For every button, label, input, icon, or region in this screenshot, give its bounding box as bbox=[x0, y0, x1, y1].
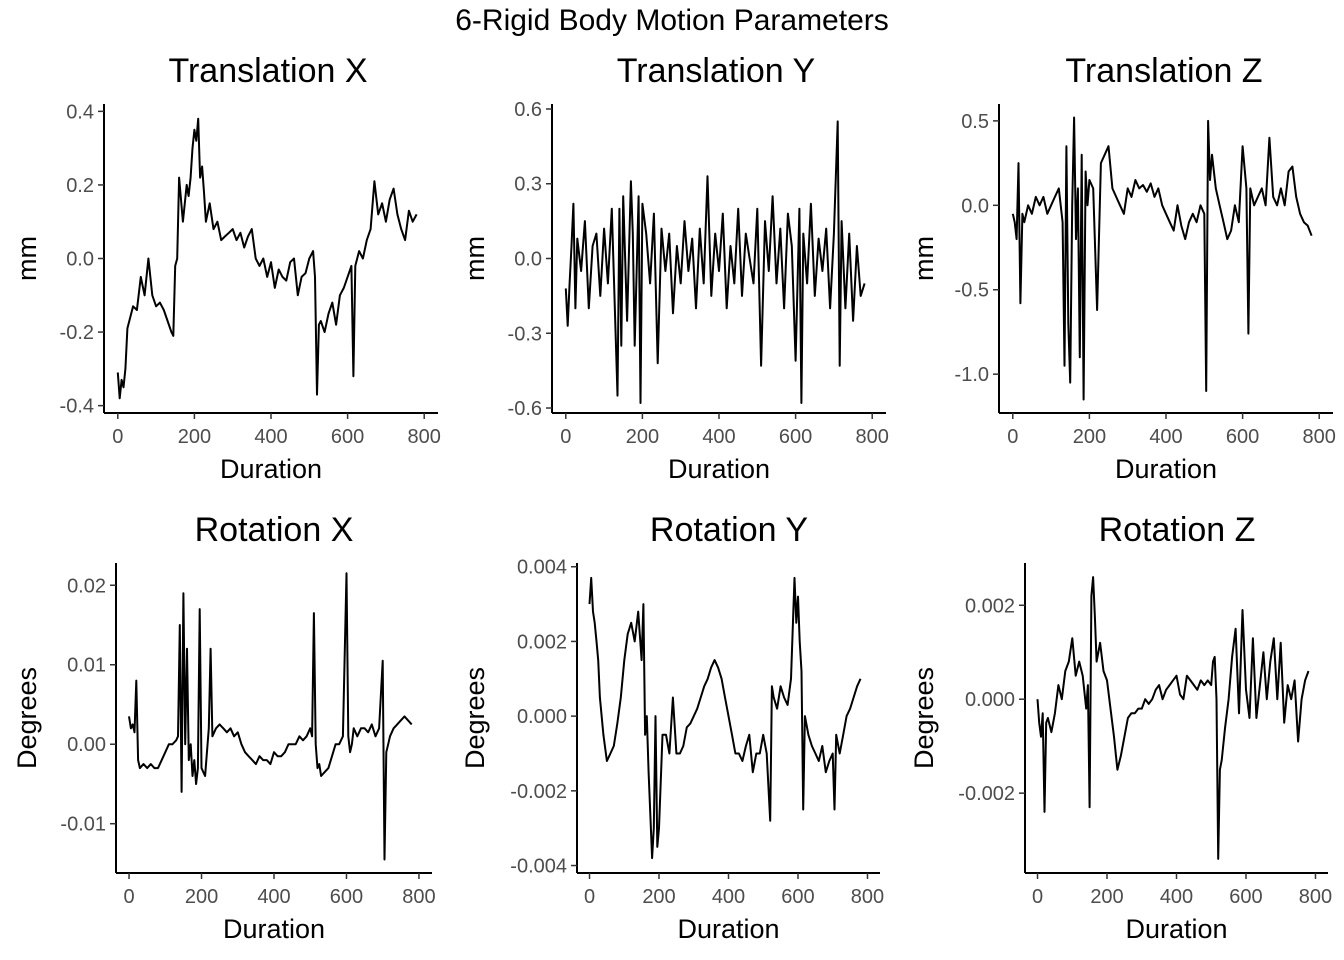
y-tick-label: 0.01 bbox=[67, 655, 106, 677]
x-tick-label: 600 bbox=[1229, 886, 1262, 908]
y-tick-label: 0.2 bbox=[66, 175, 94, 197]
x-tick-label: 0 bbox=[1032, 886, 1043, 908]
panel-title: Rotation Z bbox=[1099, 511, 1256, 549]
x-tick-label: 200 bbox=[642, 886, 675, 908]
panel-translation-z: Translation Z 0 200 400 600 800 -1.0 -0.5 0.0 0.5… bbox=[909, 52, 1336, 484]
y-tick-label: 0.004 bbox=[517, 557, 567, 579]
y-axis-label: Degrees bbox=[12, 667, 42, 769]
y-tick-label: -0.002 bbox=[958, 783, 1015, 805]
x-tick-label: 400 bbox=[1149, 426, 1182, 448]
y-axis-label: Degrees bbox=[460, 667, 490, 769]
x-axis-label: Duration bbox=[1125, 914, 1227, 944]
x-axis-label: Duration bbox=[223, 914, 325, 944]
y-tick-label: -0.2 bbox=[60, 322, 94, 344]
x-tick-label: 0 bbox=[123, 886, 134, 908]
x-tick-label: 200 bbox=[185, 886, 218, 908]
y-tick-label: 0.00 bbox=[67, 734, 106, 756]
y-axis-label: mm bbox=[12, 236, 42, 281]
x-tick-label: 0 bbox=[584, 886, 595, 908]
y-tick-label: -0.002 bbox=[510, 781, 567, 803]
x-tick-label: 400 bbox=[702, 426, 735, 448]
y-tick-label: -0.6 bbox=[508, 398, 542, 420]
y-tick-label: 0.5 bbox=[961, 111, 989, 133]
panel-translation-y: Translation Y 0 200 400 600 800 -0.6 -0.3 0.0 0.3… bbox=[460, 52, 889, 484]
x-tick-label: 0 bbox=[560, 426, 571, 448]
series-line bbox=[588, 576, 862, 860]
y-axis-label: Degrees bbox=[909, 667, 939, 769]
x-tick-label: 800 bbox=[851, 886, 884, 908]
x-axis-label: Duration bbox=[677, 914, 779, 944]
y-tick-label: 0.000 bbox=[965, 689, 1015, 711]
x-tick-label: 600 bbox=[331, 426, 364, 448]
panel-rotation-z: Rotation Z 0 200 400 600 800 -0.002 0.000 0.002 D… bbox=[909, 511, 1332, 944]
series-line bbox=[1036, 576, 1310, 860]
x-tick-label: 0 bbox=[1007, 426, 1018, 448]
x-tick-label: 400 bbox=[257, 886, 290, 908]
y-tick-label: 0.3 bbox=[514, 174, 542, 196]
panel-translation-x: Translation X 0 200 400 600 800 -0.4 -0.2 0.0 0.2… bbox=[12, 52, 441, 484]
y-tick-label: 0.0 bbox=[514, 249, 542, 271]
x-tick-label: 200 bbox=[1090, 886, 1123, 908]
series-line bbox=[564, 120, 866, 404]
y-tick-label: 0.6 bbox=[514, 99, 542, 121]
y-tick-label: -1.0 bbox=[955, 364, 989, 386]
y-tick-label: -0.5 bbox=[955, 280, 989, 302]
x-tick-label: 200 bbox=[626, 426, 659, 448]
y-tick-label: 0.4 bbox=[66, 101, 94, 123]
y-tick-label: -0.3 bbox=[508, 323, 542, 345]
series-line bbox=[128, 572, 413, 861]
panel-title: Translation Z bbox=[1065, 52, 1262, 90]
x-tick-label: 400 bbox=[712, 886, 745, 908]
x-tick-label: 800 bbox=[1303, 426, 1336, 448]
x-tick-label: 600 bbox=[779, 426, 812, 448]
y-tick-label: 0.002 bbox=[517, 631, 567, 653]
y-tick-label: -0.004 bbox=[510, 856, 567, 878]
x-tick-label: 600 bbox=[1226, 426, 1259, 448]
panel-title: Rotation Y bbox=[650, 511, 808, 549]
y-axis-label: mm bbox=[909, 236, 939, 281]
panel-title: Rotation X bbox=[195, 511, 354, 549]
y-tick-label: 0.0 bbox=[66, 249, 94, 271]
y-tick-label: 0.02 bbox=[67, 575, 106, 597]
y-tick-label: 0.002 bbox=[965, 595, 1015, 617]
x-tick-label: 400 bbox=[1160, 886, 1193, 908]
x-tick-label: 600 bbox=[330, 886, 363, 908]
x-tick-label: 200 bbox=[178, 426, 211, 448]
x-axis-label: Duration bbox=[668, 454, 770, 484]
x-tick-label: 800 bbox=[1299, 886, 1332, 908]
x-axis-label: Duration bbox=[220, 454, 322, 484]
panel-title: Translation Y bbox=[617, 52, 815, 90]
x-tick-label: 800 bbox=[402, 886, 435, 908]
y-tick-label: 0.000 bbox=[517, 706, 567, 728]
panel-rotation-y: Rotation Y 0 200 400 600 800 -0.004 -0.002 0.000… bbox=[460, 511, 884, 944]
series-line bbox=[1011, 116, 1313, 401]
x-axis-label: Duration bbox=[1115, 454, 1217, 484]
x-tick-label: 200 bbox=[1073, 426, 1106, 448]
x-tick-label: 400 bbox=[254, 426, 287, 448]
y-tick-label: -0.4 bbox=[60, 396, 94, 418]
panel-rotation-x: Rotation X 0 200 400 600 800 -0.01 0.00 0.01 0.02… bbox=[12, 511, 436, 944]
x-tick-label: 600 bbox=[781, 886, 814, 908]
y-tick-label: 0.0 bbox=[961, 195, 989, 217]
x-tick-label: 800 bbox=[408, 426, 441, 448]
figure-title: 6-Rigid Body Motion Parameters bbox=[455, 4, 889, 37]
series-line bbox=[116, 117, 418, 400]
y-axis-label: mm bbox=[460, 236, 490, 281]
panel-title: Translation X bbox=[168, 52, 367, 90]
x-tick-label: 0 bbox=[112, 426, 123, 448]
y-tick-label: -0.01 bbox=[60, 814, 106, 836]
x-tick-label: 800 bbox=[856, 426, 889, 448]
